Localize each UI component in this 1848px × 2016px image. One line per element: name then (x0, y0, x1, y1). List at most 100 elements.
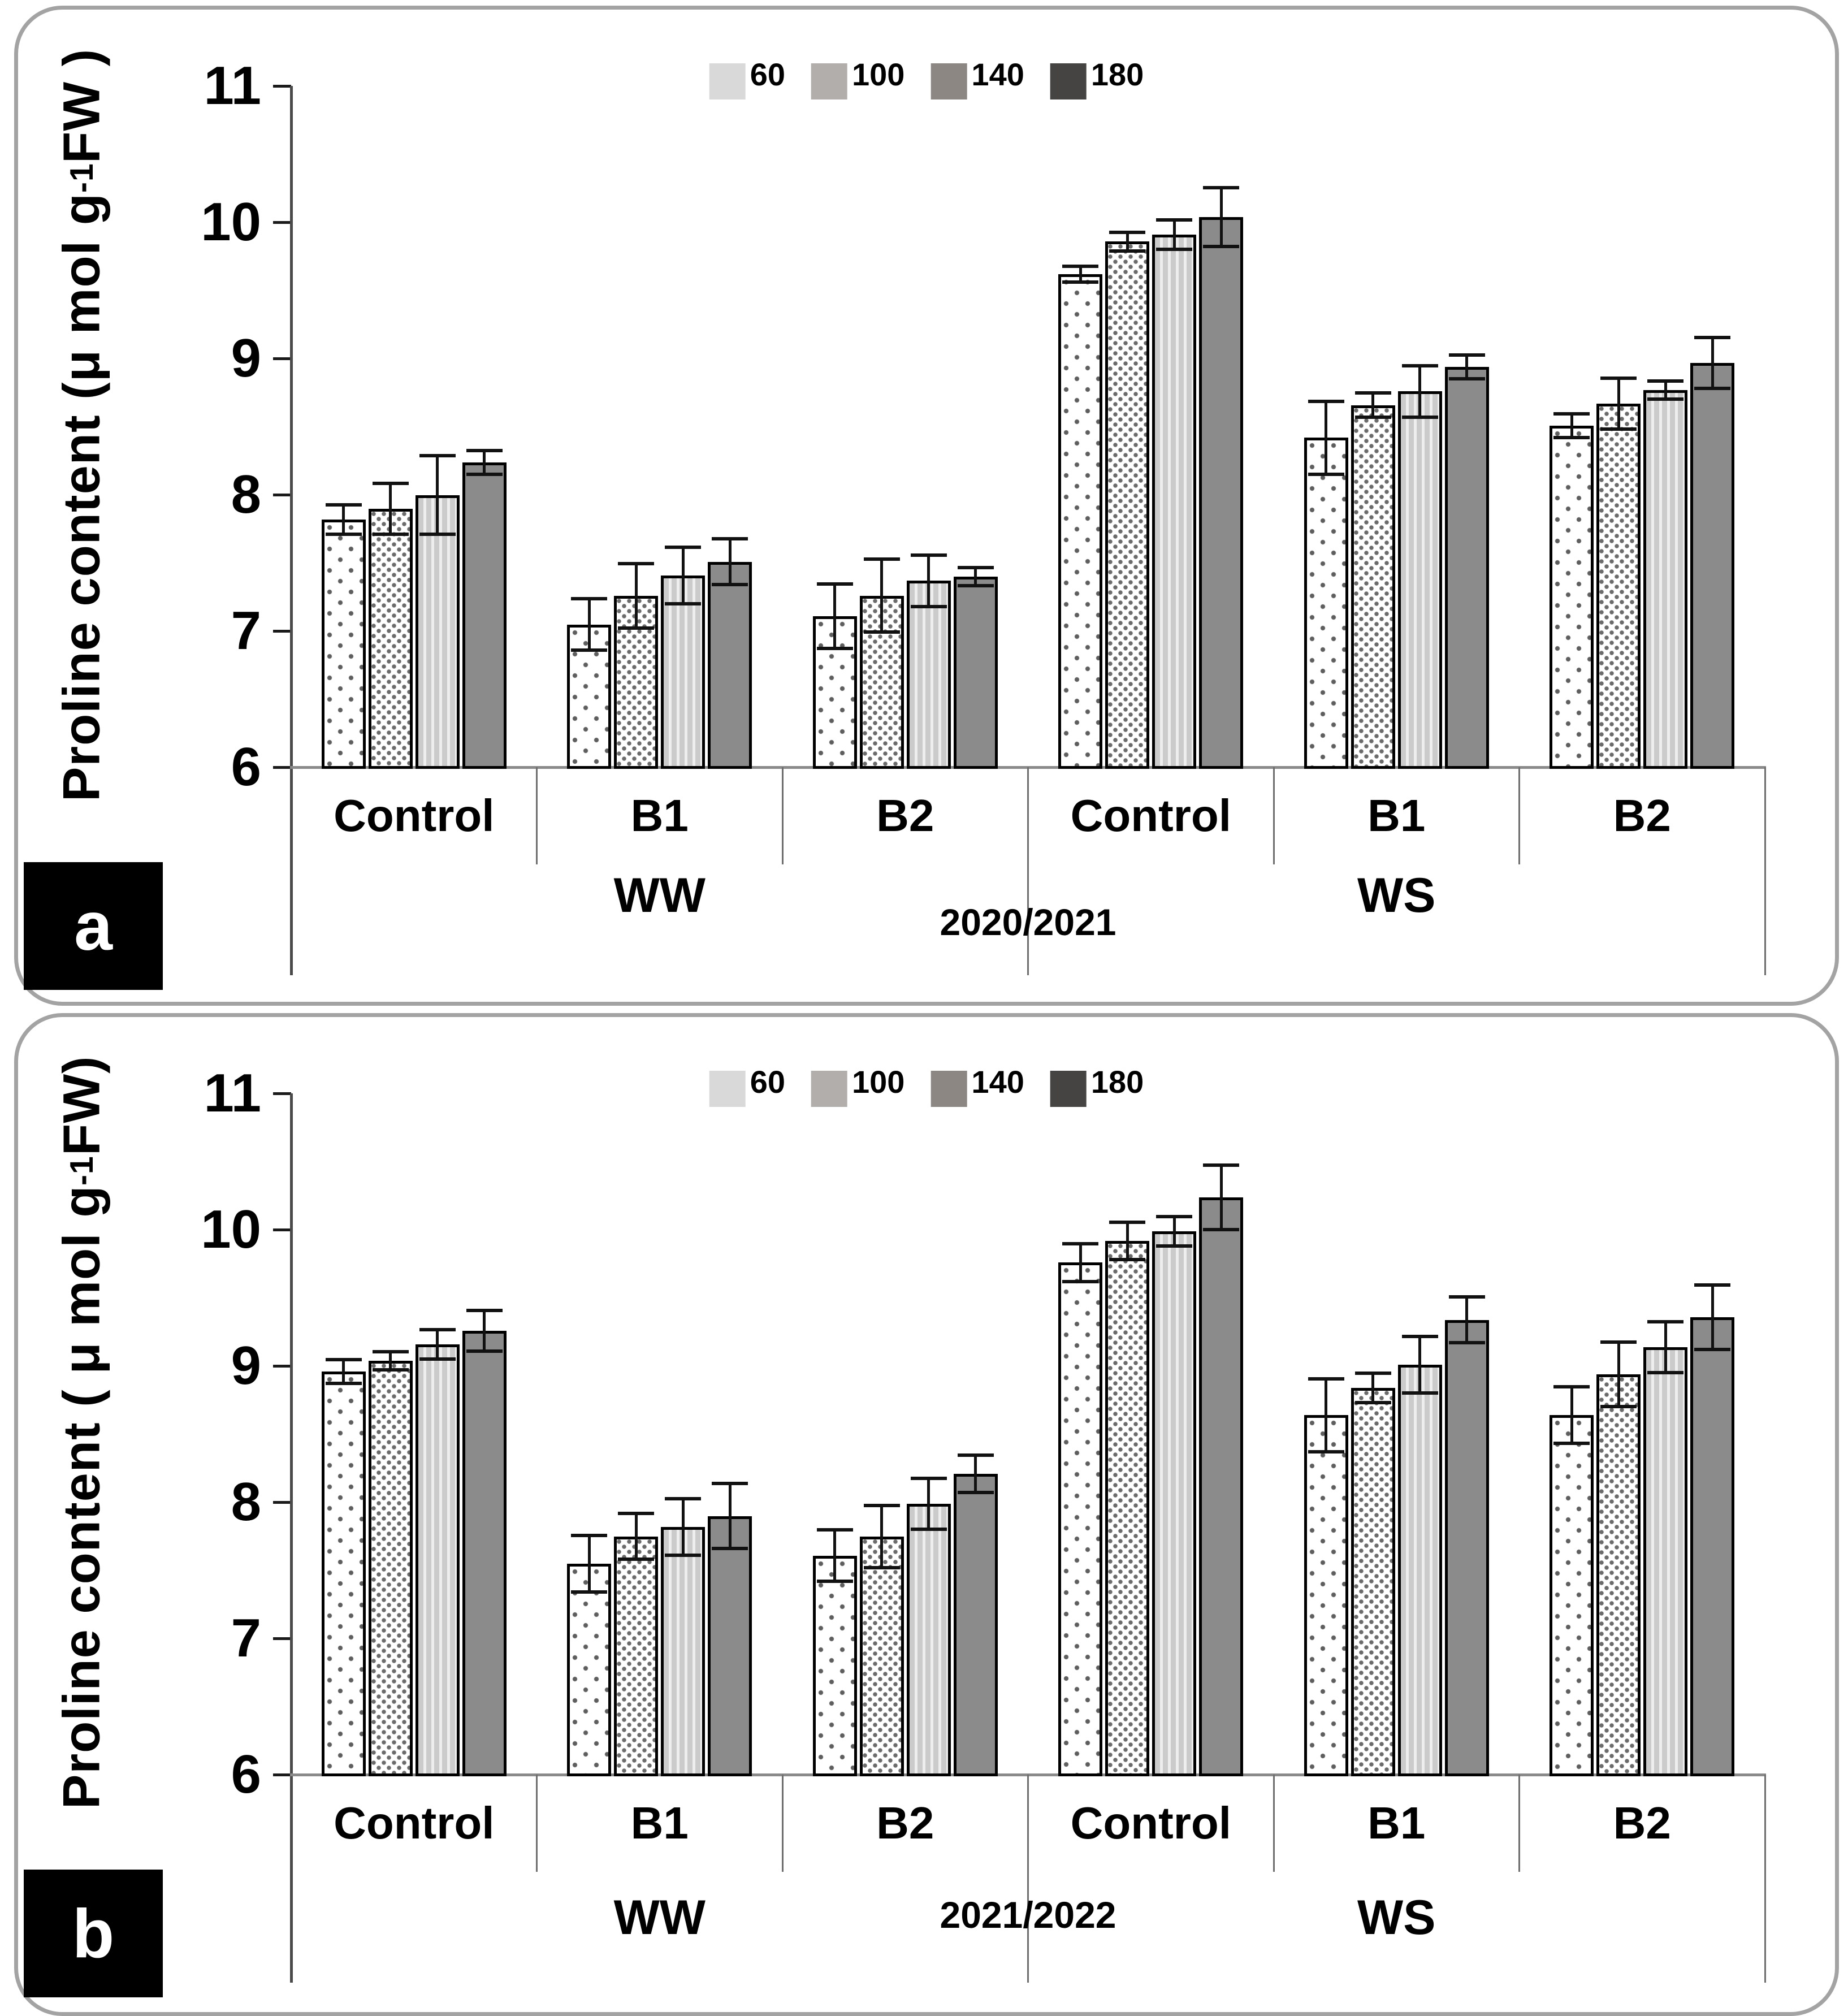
error-bar-180-ws-b1 (1448, 1295, 1485, 1345)
error-bar-cap-top (325, 1358, 362, 1362)
bar-wrap-60-ws-b1 (1304, 1377, 1348, 1776)
legend-swatch-140 (931, 1071, 967, 1107)
error-bar-140-ws-control (1156, 218, 1193, 252)
axis-separator-1 (536, 1775, 538, 1872)
error-bar-cap-top (1694, 1283, 1731, 1287)
error-bar-180-ww-b1 (712, 1482, 748, 1550)
panel-badge-b: b (24, 1870, 163, 1997)
bar-140-ww-b1 (661, 575, 706, 769)
error-bar-100-ww-b1 (618, 561, 655, 630)
plot-area: 11 10 9 8 7 6 Control B1 B2 WW Control B1 B2 WS 2020/2… (18, 10, 1835, 1002)
error-bar-cap-bottom (466, 1349, 503, 1353)
error-bar-cap-top (665, 545, 702, 549)
error-bar-cap-top (618, 561, 655, 565)
figure-panel-b: Proline content ( μ mol g -1 FW) 60 100 140… (14, 1013, 1839, 2016)
y-tick-mark-11 (273, 85, 291, 88)
error-bar-100-ww-control (372, 1349, 409, 1372)
bar-100-ww-control (368, 508, 413, 769)
bar-60-ww-control (321, 1372, 366, 1776)
error-bar-cap-bottom (665, 602, 702, 605)
bar-60-ws-control (1058, 274, 1103, 769)
axis-separator-4 (1273, 767, 1275, 864)
error-bar-cap-top (1156, 1215, 1193, 1219)
bar-wrap-60-ww-b2 (812, 1528, 857, 1776)
bar-wrap-180-ws-b2 (1690, 335, 1735, 769)
bar-100-ws-b1 (1351, 1388, 1395, 1776)
bar-100-ws-b2 (1596, 1374, 1641, 1776)
error-bar-180-ws-b1 (1448, 353, 1485, 381)
error-bar-cap-top (1354, 391, 1391, 395)
bar-wrap-180-ws-control (1199, 185, 1244, 769)
error-bar-cap-top (419, 454, 456, 458)
category-label-ww-b1: B1 (630, 1798, 689, 1848)
bar-wrap-180-ws-b1 (1444, 1295, 1489, 1776)
error-bar-cap-bottom (910, 604, 947, 608)
bar-cluster-ws-control (1058, 1163, 1244, 1776)
axis-separator-3 (1027, 767, 1029, 975)
error-bar-60-ww-b1 (571, 1534, 608, 1594)
error-bar-140-ww-b2 (910, 553, 947, 608)
error-bar-cap-top (1401, 1335, 1438, 1339)
legend-swatch-100 (811, 63, 847, 99)
error-bar-cap-top (1109, 231, 1146, 235)
axis-separator-3 (1027, 1775, 1029, 1983)
y-tick-label-6: 6 (231, 1744, 261, 1805)
year-label-2021-2022: 2021/2022 (940, 1894, 1116, 1936)
error-bar-line (436, 454, 439, 536)
bar-100-ws-control (1105, 1240, 1150, 1776)
error-bar-line (1371, 391, 1375, 419)
error-bar-cap-top (1062, 265, 1099, 269)
error-bar-line (880, 557, 884, 634)
bar-wrap-100-ws-b2 (1596, 1340, 1641, 1776)
bar-group-ws-b1 (1274, 1093, 1520, 1776)
error-bar-line (587, 597, 591, 652)
error-bar-60-ww-b2 (816, 1528, 853, 1583)
category-label-ws-control: Control (1070, 1798, 1231, 1848)
error-bar-cap-top (863, 1504, 900, 1508)
category-label-ws-b1: B1 (1367, 1798, 1426, 1848)
legend-swatch-60 (709, 1071, 746, 1107)
legend-label-140: 140 (971, 56, 1024, 92)
y-tick-mark-8 (273, 1501, 291, 1504)
error-bar-line (1465, 353, 1469, 381)
error-bar-100-ww-control (372, 481, 409, 536)
error-bar-cap-bottom (1694, 1348, 1731, 1352)
error-bar-line (1172, 1215, 1176, 1248)
error-bar-cap-bottom (1647, 1371, 1684, 1375)
error-bar-60-ww-control (325, 1358, 362, 1386)
bar-group-ws-control (1028, 86, 1274, 769)
bar-140-ws-b1 (1397, 1365, 1442, 1776)
error-bar-cap-top (1308, 399, 1344, 403)
bar-cluster-ww-b1 (567, 1482, 752, 1776)
bar-wrap-140-ww-control (415, 454, 460, 769)
error-bar-cap-bottom (419, 1357, 456, 1361)
error-bar-cap-bottom (1062, 1279, 1099, 1283)
y-tick-mark-7 (273, 1637, 291, 1640)
error-bar-cap-bottom (1694, 387, 1731, 391)
bar-100-ws-b1 (1351, 405, 1395, 769)
error-bar-line (833, 1528, 837, 1583)
error-bar-line (1711, 335, 1714, 391)
y-axis-line (290, 1093, 293, 1983)
error-bar-line (1079, 265, 1082, 284)
y-tick-label-7: 7 (231, 600, 261, 661)
axis-separator-4 (1273, 1775, 1275, 1872)
error-bar-cap-bottom (419, 532, 456, 536)
error-bar-line (342, 503, 345, 536)
error-bar-cap-bottom (1109, 249, 1146, 253)
error-bar-cap-top (1647, 379, 1684, 383)
y-tick-mark-9 (273, 1365, 291, 1368)
error-bar-cap-top (712, 537, 748, 541)
legend-item-100: 100 (811, 57, 904, 99)
axis-separator-5 (1518, 1775, 1520, 1872)
bar-180-ws-b1 (1444, 367, 1489, 769)
error-bar-line (342, 1358, 345, 1386)
axis-separator-1 (536, 767, 538, 864)
error-bar-cap-bottom (1156, 1244, 1193, 1248)
bar-cluster-ws-b1 (1304, 1295, 1489, 1776)
legend-item-60: 60 (709, 1064, 785, 1107)
category-label-ww-b2: B2 (876, 790, 934, 841)
error-bar-cap-top (618, 1512, 655, 1516)
bar-180-ws-control (1199, 217, 1244, 769)
error-bar-line (1664, 379, 1667, 401)
